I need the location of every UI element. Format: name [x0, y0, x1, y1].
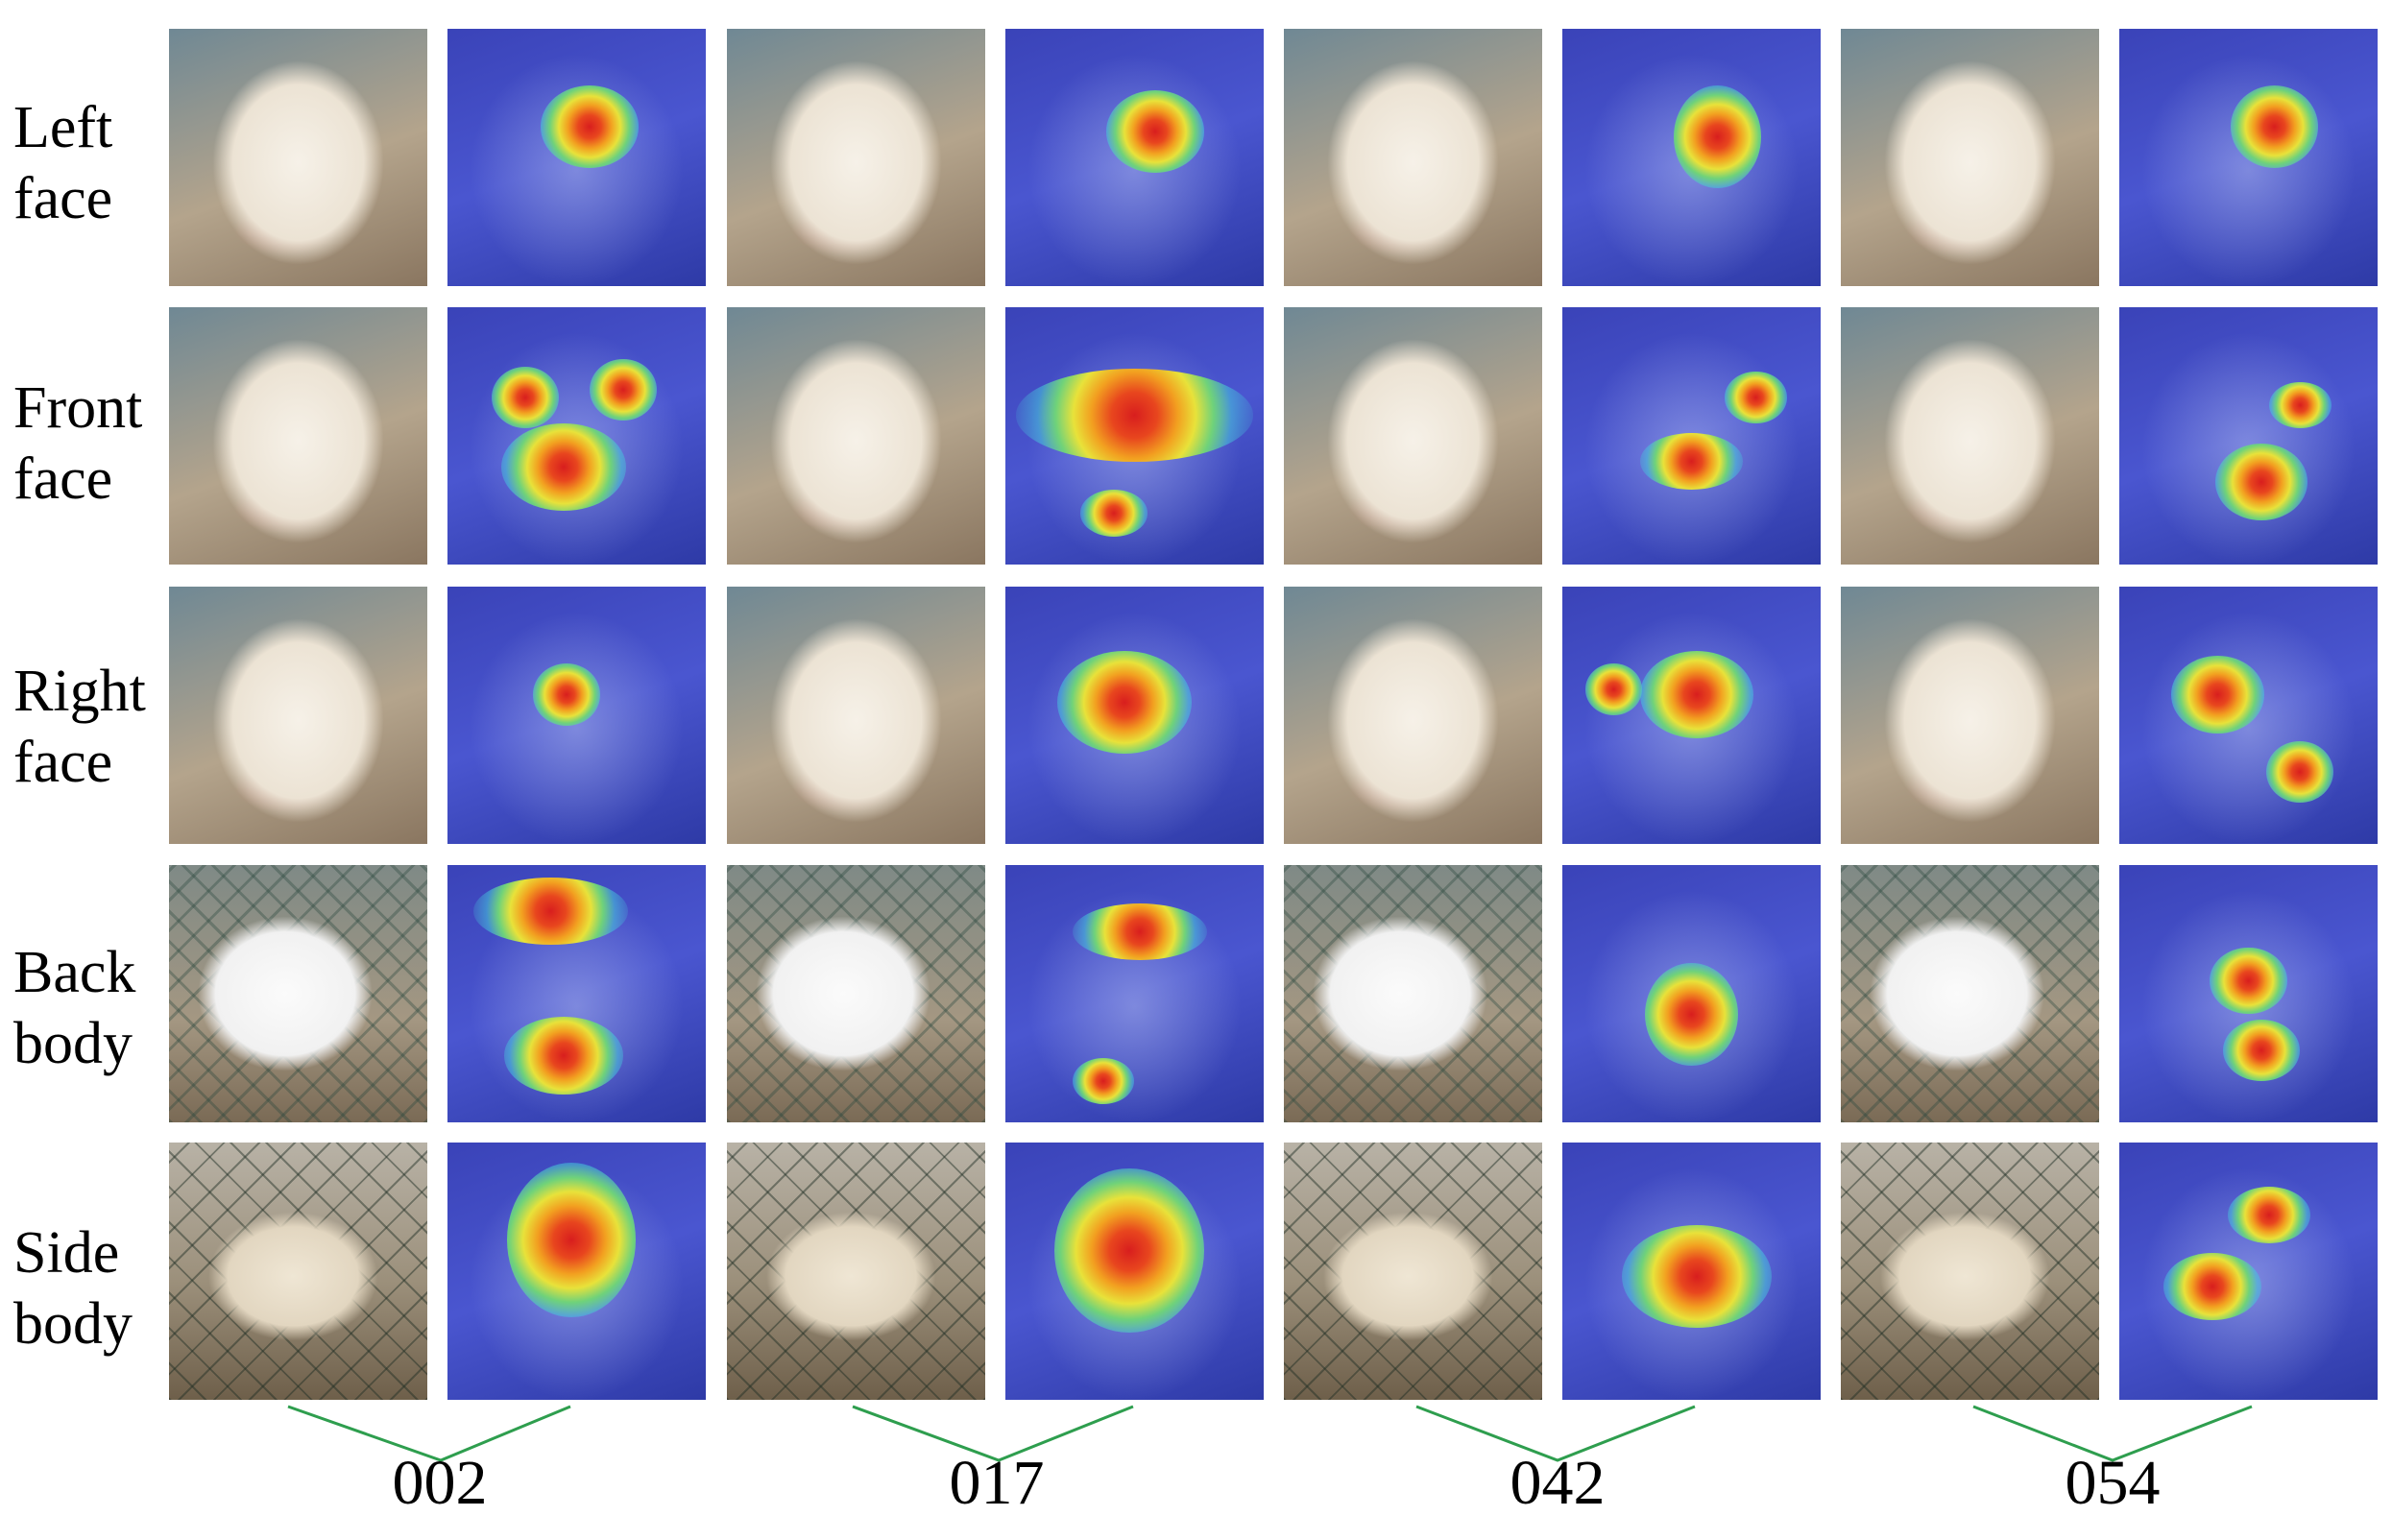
photo-017-right-face — [727, 587, 985, 844]
photo-042-back-body — [1284, 865, 1542, 1122]
heatmap-002-back-body — [447, 865, 706, 1122]
heat-blob — [1054, 1167, 1205, 1334]
heat-blob — [540, 84, 640, 168]
heat-blob — [1072, 1058, 1135, 1105]
photo-002-back-body — [169, 865, 427, 1122]
photo-002-right-face — [169, 587, 427, 844]
group-label-042: 042 — [1510, 1448, 1606, 1518]
row-label-side-body: Side body — [13, 1217, 167, 1360]
row-label-line: Side — [13, 1220, 120, 1286]
heat-blob — [1725, 372, 1788, 423]
heat-blob — [2266, 740, 2334, 804]
heat-blob — [2170, 656, 2264, 734]
row-label-back-body: Back body — [13, 937, 167, 1079]
group-label-054: 054 — [2065, 1448, 2161, 1518]
heatmap-017-right-face — [1005, 587, 1264, 844]
row-label-line: body — [13, 1291, 133, 1357]
photo-054-right-face — [1841, 587, 2099, 844]
photo-054-side-body — [1841, 1143, 2099, 1400]
bracket-054 — [1972, 1405, 2253, 1462]
heat-blob — [1639, 651, 1754, 739]
heat-blob — [589, 358, 657, 421]
photo-054-back-body — [1841, 865, 2099, 1122]
photo-042-left-face — [1284, 29, 1542, 286]
photo-054-front-face — [1841, 307, 2099, 565]
photo-017-back-body — [727, 865, 985, 1122]
group-label-017: 017 — [949, 1448, 1045, 1518]
heatmap-042-back-body — [1562, 865, 1821, 1122]
heatmap-017-side-body — [1005, 1143, 1264, 1400]
heatmap-002-right-face — [447, 587, 706, 844]
row-label-line: Right — [13, 659, 146, 724]
heatmap-002-left-face — [447, 29, 706, 286]
heat-blob — [504, 1017, 623, 1095]
heat-blob — [2210, 947, 2287, 1015]
heatmap-054-right-face — [2119, 587, 2378, 844]
row-label-line: face — [13, 166, 113, 231]
bracket-017 — [852, 1405, 1134, 1462]
photo-042-front-face — [1284, 307, 1542, 565]
row-label-left-face: Left face — [13, 92, 167, 234]
photo-042-right-face — [1284, 587, 1542, 844]
heatmap-054-front-face — [2119, 307, 2378, 565]
row-label-line: Front — [13, 375, 143, 441]
photo-002-front-face — [169, 307, 427, 565]
heat-blob — [1639, 433, 1744, 491]
heatmap-017-front-face — [1005, 307, 1264, 565]
heat-blob — [2162, 1253, 2261, 1320]
photo-002-left-face — [169, 29, 427, 286]
heatmap-042-front-face — [1562, 307, 1821, 565]
photo-054-left-face — [1841, 29, 2099, 286]
heatmap-054-left-face — [2119, 29, 2378, 286]
photo-017-left-face — [727, 29, 985, 286]
heat-blob — [1621, 1224, 1772, 1328]
heatmap-042-right-face — [1562, 587, 1821, 844]
heatmap-042-side-body — [1562, 1143, 1821, 1400]
row-label-line: face — [13, 730, 113, 795]
heat-blob — [532, 663, 600, 726]
photo-017-side-body — [727, 1143, 985, 1400]
row-label-line: face — [13, 446, 113, 512]
photo-017-front-face — [727, 307, 985, 565]
heat-blob — [472, 878, 629, 946]
heat-blob — [2269, 381, 2332, 428]
heatmap-054-back-body — [2119, 865, 2378, 1122]
heat-blob — [1585, 663, 1643, 715]
heat-blob — [491, 366, 559, 428]
heat-blob — [1056, 651, 1192, 755]
row-label-line: Left — [13, 95, 113, 160]
heatmap-002-front-face — [447, 307, 706, 565]
row-label-line: body — [13, 1011, 133, 1076]
heatmap-017-left-face — [1005, 29, 1264, 286]
heat-blob — [2227, 1186, 2311, 1243]
row-label-line: Back — [13, 940, 136, 1005]
heat-blob — [501, 422, 626, 511]
row-label-right-face: Right face — [13, 656, 167, 798]
heatmap-042-left-face — [1562, 29, 1821, 286]
heat-blob — [1645, 962, 1738, 1067]
heatmap-054-side-body — [2119, 1143, 2378, 1400]
bracket-002 — [287, 1405, 571, 1462]
bracket-042 — [1415, 1405, 1696, 1462]
photo-042-side-body — [1284, 1143, 1542, 1400]
heat-blob — [1080, 490, 1148, 537]
group-label-002: 002 — [392, 1448, 488, 1518]
row-label-front-face: Front face — [13, 373, 167, 515]
heat-blob — [2214, 444, 2308, 521]
heatmap-002-side-body — [447, 1143, 706, 1400]
heat-blob — [1105, 90, 1205, 174]
heat-blob — [2230, 84, 2319, 168]
heat-blob — [506, 1163, 637, 1318]
photo-002-side-body — [169, 1143, 427, 1400]
heat-blob — [1673, 84, 1762, 189]
heat-blob — [1015, 369, 1254, 462]
heat-blob — [2222, 1019, 2301, 1082]
heatmap-017-back-body — [1005, 865, 1264, 1122]
heat-blob — [1072, 903, 1207, 961]
